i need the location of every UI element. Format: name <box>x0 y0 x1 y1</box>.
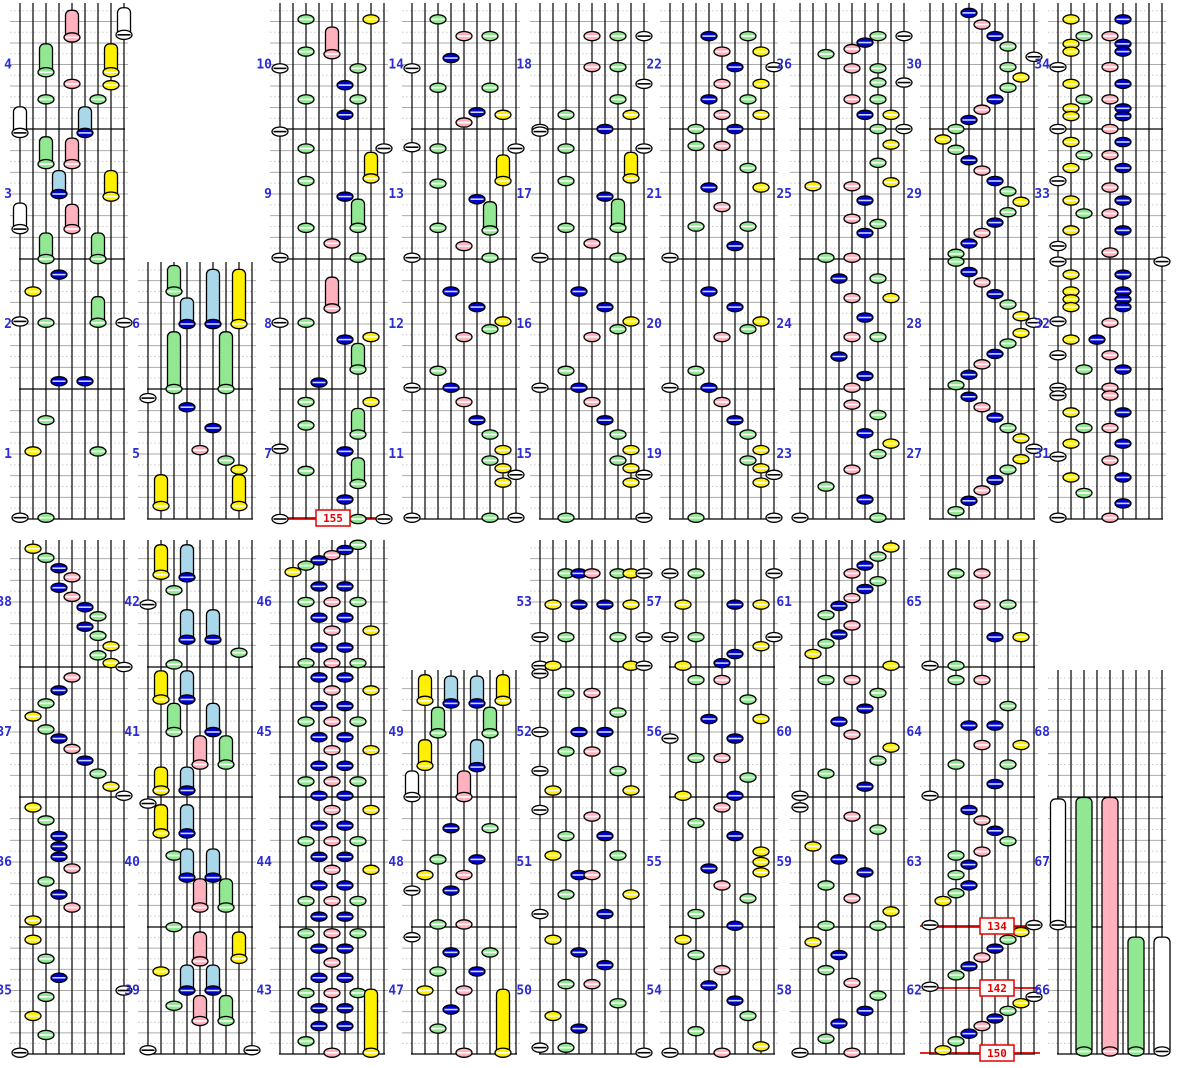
measure-number: 49 <box>388 725 404 740</box>
note-bar <box>205 268 221 328</box>
note-bar <box>1049 798 1067 929</box>
measure-number: 40 <box>124 855 140 870</box>
measure-number: 5 <box>132 447 140 462</box>
measure-number: 14 <box>388 58 404 73</box>
note-bar <box>218 331 234 393</box>
measure-number: 7 <box>264 447 272 462</box>
measure-number: 21 <box>646 187 662 202</box>
measure-number: 8 <box>264 317 272 332</box>
note-bar <box>1101 796 1119 1056</box>
measure-number: 50 <box>516 984 532 999</box>
measure-number: 27 <box>906 447 922 462</box>
beat-annotation-box <box>979 917 1015 935</box>
measure-number: 46 <box>256 595 272 610</box>
measure-number: 61 <box>776 595 792 610</box>
measure-number: 63 <box>906 855 922 870</box>
measure-number: 58 <box>776 984 792 999</box>
measure-number: 16 <box>516 317 532 332</box>
measure-number: 52 <box>516 725 532 740</box>
measure-number: 42 <box>124 595 140 610</box>
measure-number: 45 <box>256 725 272 740</box>
note-bar <box>231 268 247 328</box>
measure-number: 47 <box>388 984 404 999</box>
beat-annotation-label: 150 <box>987 1047 1007 1060</box>
beat-annotation-box <box>315 509 351 527</box>
measure-number: 68 <box>1034 725 1050 740</box>
beat-annotation-label: 142 <box>987 982 1007 995</box>
note-bar <box>1075 796 1093 1056</box>
layer-vlines <box>19 3 1163 1054</box>
measure-number: 1 <box>4 447 12 462</box>
beat-annotation-box <box>979 1044 1015 1062</box>
layer-rules <box>10 10 1166 1044</box>
measure-number: 24 <box>776 317 792 332</box>
measure-number: 30 <box>906 58 922 73</box>
measure-number: 35 <box>0 984 12 999</box>
measure-number: 31 <box>1034 447 1050 462</box>
measure-number: 19 <box>646 447 662 462</box>
measure-number: 37 <box>0 725 12 740</box>
measure-number: 18 <box>516 58 532 73</box>
measure-number: 54 <box>646 984 662 999</box>
measure-number: 34 <box>1034 58 1050 73</box>
measure-number: 12 <box>388 317 404 332</box>
measure-number: 17 <box>516 187 532 202</box>
note-bar <box>1127 936 1145 1056</box>
note-bar <box>363 988 379 1057</box>
measure-number: 60 <box>776 725 792 740</box>
measure-number: 62 <box>906 984 922 999</box>
note-bar <box>495 988 511 1057</box>
measure-number: 3 <box>4 187 12 202</box>
beat-annotation-label: 134 <box>987 920 1007 933</box>
note-bar <box>166 331 182 393</box>
measure-number: 15 <box>516 447 532 462</box>
beat-annotation-box <box>979 979 1015 997</box>
measure-number: 4 <box>4 58 12 73</box>
measure-number: 2 <box>4 317 12 332</box>
note-bar <box>1153 936 1171 1056</box>
measure-number: 29 <box>906 187 922 202</box>
measure-number: 9 <box>264 187 272 202</box>
measure-number: 10 <box>256 58 272 73</box>
measure-number: 6 <box>132 317 140 332</box>
measure-number: 26 <box>776 58 792 73</box>
measure-number: 13 <box>388 187 404 202</box>
measure-number: 55 <box>646 855 662 870</box>
measure-number: 41 <box>124 725 140 740</box>
measure-number: 22 <box>646 58 662 73</box>
measure-number: 20 <box>646 317 662 332</box>
measure-number: 59 <box>776 855 792 870</box>
measure-number: 64 <box>906 725 922 740</box>
measure-number: 56 <box>646 725 662 740</box>
measure-number: 11 <box>388 447 404 462</box>
layer-annoBoxes: 155 134 142 150 <box>315 509 1015 1062</box>
measure-number: 44 <box>256 855 272 870</box>
measure-number: 23 <box>776 447 792 462</box>
measure-number: 32 <box>1034 317 1050 332</box>
measure-number: 66 <box>1034 984 1050 999</box>
measure-number: 25 <box>776 187 792 202</box>
measure-number: 57 <box>646 595 662 610</box>
measure-number: 28 <box>906 317 922 332</box>
measure-number: 43 <box>256 984 272 999</box>
layer-labels: 4321651098714131211181716152221201926252… <box>0 58 1050 999</box>
measure-number: 38 <box>0 595 12 610</box>
measure-number: 36 <box>0 855 12 870</box>
measure-number: 39 <box>124 984 140 999</box>
measure-number: 33 <box>1034 187 1050 202</box>
measure-number: 53 <box>516 595 532 610</box>
measure-number: 51 <box>516 855 532 870</box>
layer-notes <box>11 7 1171 1058</box>
beat-annotation-label: 155 <box>323 512 343 525</box>
measure-number: 67 <box>1034 855 1050 870</box>
measure-number: 48 <box>388 855 404 870</box>
measure-number: 65 <box>906 595 922 610</box>
